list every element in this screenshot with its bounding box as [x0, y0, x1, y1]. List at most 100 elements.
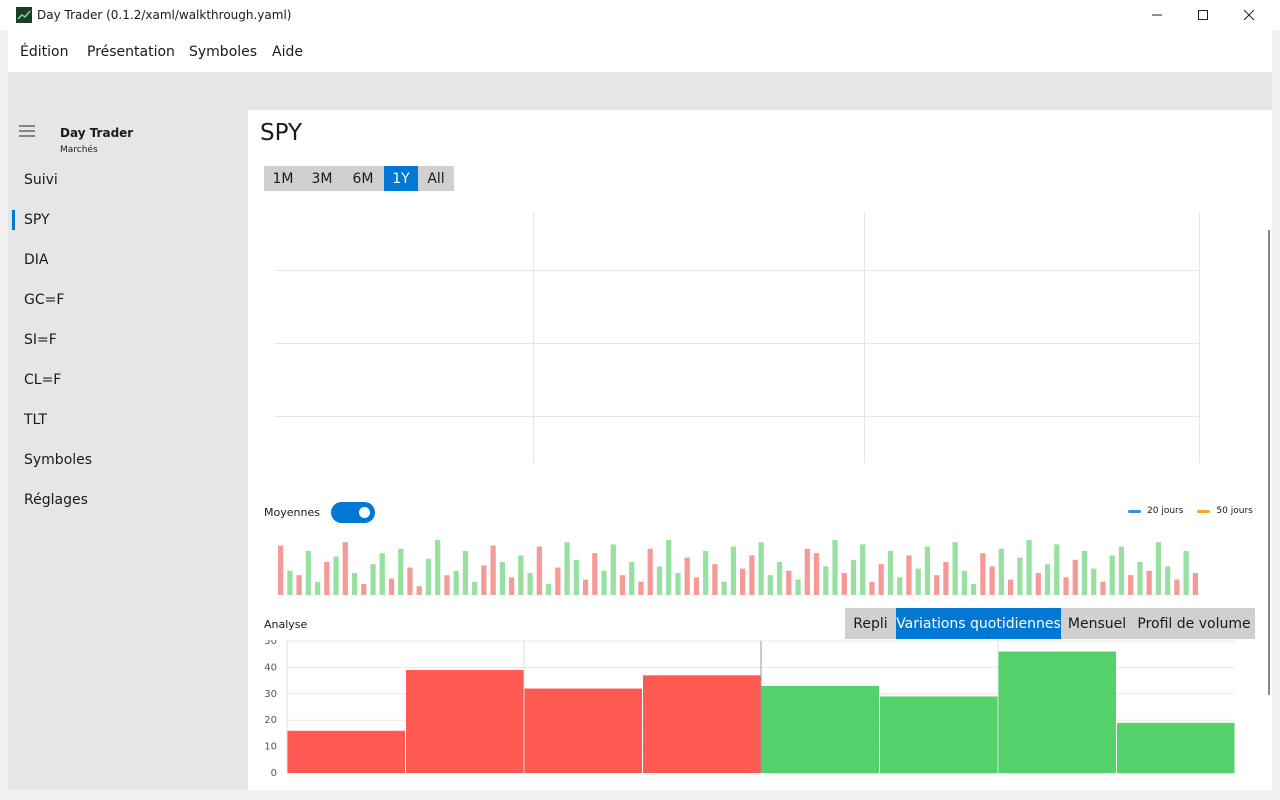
volume-bar	[573, 559, 579, 595]
menu-item[interactable]: Aide	[272, 44, 303, 60]
volume-bar	[804, 548, 810, 595]
volume-bar	[915, 568, 921, 595]
price-chart	[275, 212, 1200, 463]
nav-item[interactable]: CL=F	[24, 372, 62, 388]
volume-bar	[749, 555, 755, 595]
menu-bar: Édition Présentation Symboles Aide	[8, 30, 1272, 72]
bar	[643, 675, 761, 773]
volume-bar	[1054, 544, 1060, 595]
title-bar: Day Trader (0.1.2/xaml/walkthrough.yaml)	[0, 0, 1280, 30]
volume-bar	[823, 566, 829, 595]
volume-bar	[629, 562, 635, 595]
volume-bar	[934, 575, 940, 595]
volume-bar	[721, 581, 727, 595]
volume-bar	[897, 577, 903, 595]
bar	[761, 685, 879, 773]
nav-item[interactable]: Symboles	[24, 452, 93, 468]
menu-item[interactable]: Présentation	[87, 44, 175, 60]
nav-item[interactable]: DIA	[24, 252, 49, 268]
menu-item[interactable]: Édition	[20, 44, 69, 60]
y-tick-label: 50	[264, 640, 277, 647]
volume-bar	[342, 542, 348, 595]
range-button[interactable]: All	[418, 166, 454, 191]
volume-bar	[1128, 575, 1134, 595]
range-button[interactable]: 1Y	[384, 166, 418, 191]
volume-bar	[509, 577, 515, 595]
volume-bar	[841, 573, 847, 595]
volume-bar	[462, 551, 469, 595]
nav-item[interactable]: SI=F	[24, 332, 57, 348]
volume-bar	[1109, 555, 1115, 595]
volume-bar	[527, 573, 533, 595]
volume-bar	[555, 567, 561, 595]
legend-swatch	[1197, 509, 1211, 513]
volume-bar	[351, 573, 358, 595]
volume-bar	[601, 570, 607, 595]
menu-item[interactable]: Symboles	[189, 44, 258, 60]
range-button[interactable]: 6M	[342, 166, 384, 191]
volume-bar	[878, 564, 884, 595]
volume-bar	[656, 566, 663, 595]
scrollbar[interactable]	[1268, 230, 1270, 695]
volume-bar	[1165, 566, 1171, 595]
volume-bar	[435, 540, 441, 595]
legend: 20 jours 50 jours	[1128, 506, 1253, 516]
volume-bar	[324, 562, 330, 595]
legend-label: 50 jours	[1216, 506, 1253, 516]
nav-item[interactable]: TLT	[24, 412, 47, 428]
volume-bar	[980, 553, 986, 595]
app-name: Day Trader	[60, 126, 134, 140]
volume-bar	[333, 556, 339, 595]
volume-bar	[675, 573, 681, 595]
volume-bar	[1091, 568, 1097, 595]
volume-bar	[1118, 546, 1125, 595]
volume-bar	[666, 540, 672, 595]
volume-bar	[1026, 540, 1032, 595]
volume-bar	[712, 564, 718, 595]
volume-bar	[1063, 577, 1069, 595]
analysis-tab[interactable]: Variations quotidiennes	[896, 608, 1061, 639]
volume-bar	[638, 581, 644, 595]
volume-bar	[287, 570, 293, 595]
volume-bar	[361, 584, 367, 595]
volume-bar	[481, 565, 487, 595]
volume-bar	[536, 546, 542, 595]
y-tick-label: 20	[264, 715, 277, 726]
range-button[interactable]: 1M	[264, 166, 302, 191]
volume-bar	[795, 579, 801, 595]
volume-chart	[278, 540, 1198, 595]
analysis-tab[interactable]: Mensuel	[1061, 608, 1133, 639]
volume-bar	[582, 579, 589, 595]
volume-bar	[518, 555, 524, 595]
volume-bar	[425, 558, 432, 595]
analysis-tab[interactable]: Profil de volume	[1133, 608, 1255, 639]
volume-bar	[472, 581, 478, 595]
toggle-knob	[359, 507, 370, 518]
y-tick-label: 10	[264, 742, 277, 753]
bar	[287, 730, 405, 773]
volume-bar	[388, 578, 395, 595]
volume-bar	[444, 575, 450, 595]
volume-bar	[767, 575, 773, 595]
histogram: 0 10 20 30 40 50	[264, 640, 1235, 779]
window-controls[interactable]	[1140, 0, 1280, 30]
nav-item[interactable]: Réglages	[24, 492, 88, 508]
volume-bar	[490, 545, 496, 595]
range-button[interactable]: 3M	[302, 166, 342, 191]
volume-bar	[684, 557, 690, 595]
nav-item[interactable]: GC=F	[24, 292, 65, 308]
content: SPY Moyennes 20 jours 50 jours Analyse 0 1…	[248, 110, 1272, 790]
volume-bar	[314, 581, 321, 595]
bar	[406, 670, 524, 773]
page-title: SPY	[260, 120, 303, 146]
nav-item[interactable]: Suivi	[24, 172, 58, 188]
volume-bar	[961, 570, 967, 595]
analysis-tab[interactable]: Repli	[845, 608, 896, 639]
hamburger[interactable]	[18, 124, 38, 140]
volume-bar	[869, 581, 875, 595]
volume-bar	[786, 570, 792, 595]
toolbar-band	[8, 72, 1272, 110]
averages-toggle[interactable]	[331, 502, 375, 523]
nav-item[interactable]: SPY	[24, 212, 50, 228]
